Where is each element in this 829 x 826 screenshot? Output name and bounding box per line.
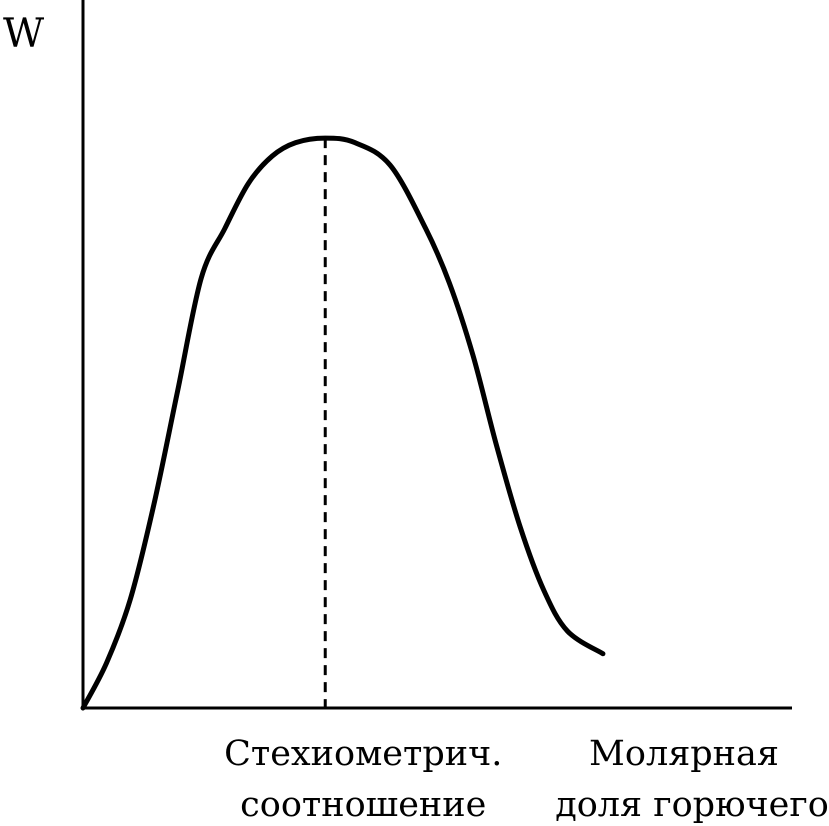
- series-line: [80, 135, 606, 711]
- x-axis-label-line-2: доля горючего: [555, 785, 829, 825]
- marker-label-line-2: соотношение: [240, 785, 486, 825]
- marker-label-line-1: Стехиометрич.: [224, 734, 502, 774]
- y-axis-label: W: [3, 11, 44, 57]
- x-axis-label-line-1: Молярная: [589, 734, 779, 774]
